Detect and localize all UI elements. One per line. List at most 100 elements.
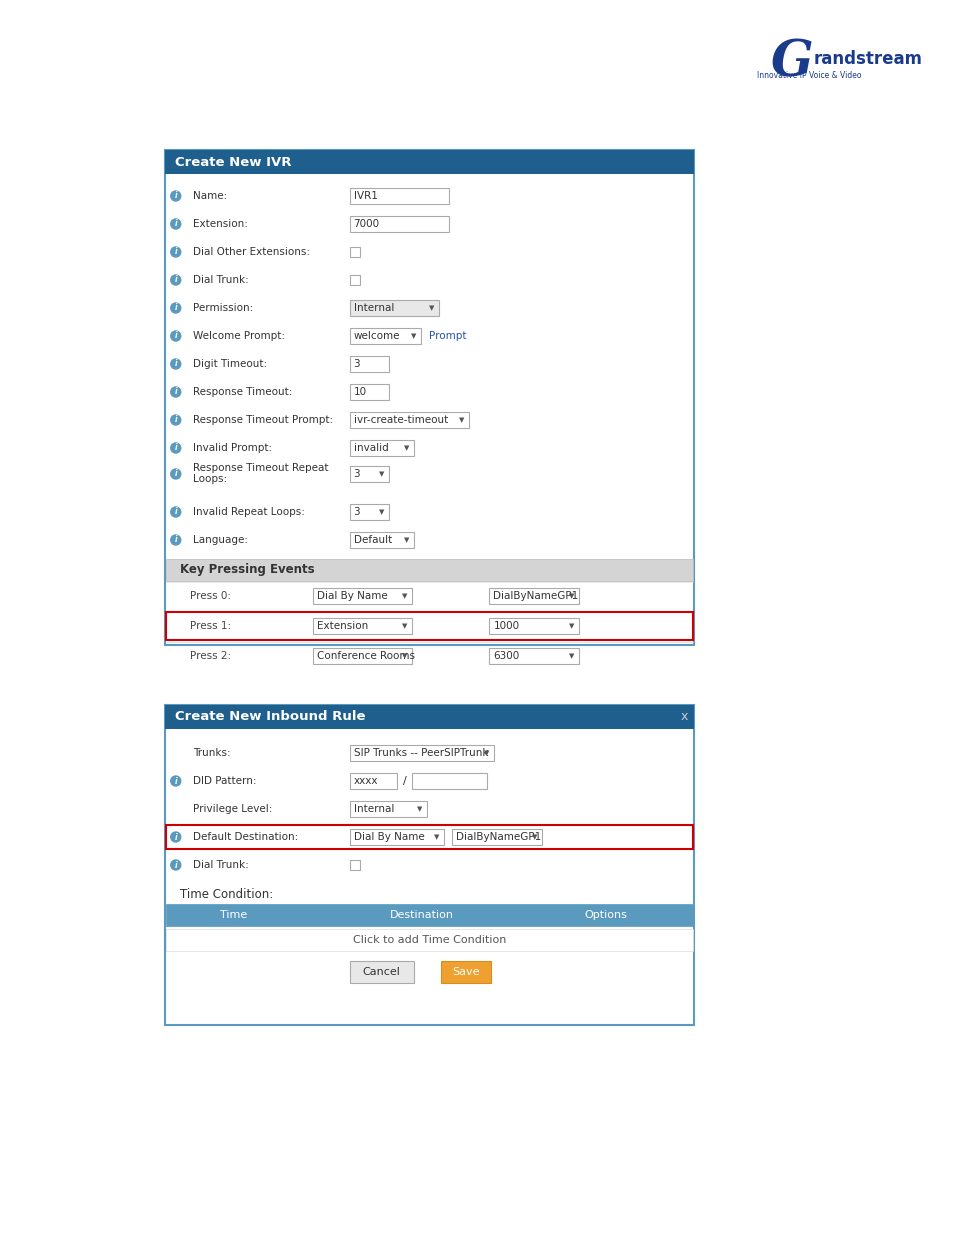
Bar xyxy=(349,961,414,983)
Bar xyxy=(349,300,439,316)
Text: randstream: randstream xyxy=(813,49,922,68)
Text: ▼: ▼ xyxy=(411,333,416,338)
Text: ▼: ▼ xyxy=(568,593,574,599)
Text: Press 0:: Press 0: xyxy=(190,592,231,601)
Text: i: i xyxy=(174,415,177,425)
Text: DialByNameGP1: DialByNameGP1 xyxy=(456,832,541,842)
Bar xyxy=(349,188,449,204)
Text: i: i xyxy=(174,304,177,312)
Text: 6300: 6300 xyxy=(493,651,519,661)
Text: Loops:: Loops: xyxy=(193,474,227,484)
Bar xyxy=(349,745,494,761)
Circle shape xyxy=(171,219,180,228)
Text: Prompt: Prompt xyxy=(429,331,466,341)
Bar xyxy=(165,149,694,174)
Circle shape xyxy=(171,776,180,785)
Circle shape xyxy=(171,303,180,312)
Text: i: i xyxy=(174,861,177,869)
Text: ▼: ▼ xyxy=(378,471,384,477)
Bar xyxy=(452,829,541,845)
Text: i: i xyxy=(174,247,177,257)
Text: i: i xyxy=(174,388,177,396)
Text: i: i xyxy=(174,536,177,545)
Circle shape xyxy=(171,415,180,425)
Bar xyxy=(489,648,578,664)
Bar xyxy=(165,705,694,729)
Text: ▼: ▼ xyxy=(401,622,407,629)
Text: Internal: Internal xyxy=(354,804,394,814)
Text: i: i xyxy=(174,359,177,368)
Text: G: G xyxy=(770,38,813,88)
Text: Create New Inbound Rule: Create New Inbound Rule xyxy=(174,710,365,724)
Text: ▼: ▼ xyxy=(568,622,574,629)
Text: DID Pattern:: DID Pattern: xyxy=(193,776,256,785)
Bar xyxy=(165,705,694,1025)
Text: Click to add Time Condition: Click to add Time Condition xyxy=(353,935,506,945)
Text: 7000: 7000 xyxy=(354,219,379,228)
Bar xyxy=(349,412,469,429)
Text: ▼: ▼ xyxy=(416,806,421,811)
Text: x: x xyxy=(679,710,687,724)
Text: Internal: Internal xyxy=(354,303,394,312)
Text: Press 2:: Press 2: xyxy=(190,651,231,661)
Text: Dial Trunk:: Dial Trunk: xyxy=(193,275,248,285)
Bar xyxy=(349,275,359,285)
Text: i: i xyxy=(174,191,177,200)
Text: ▼: ▼ xyxy=(568,653,574,659)
Circle shape xyxy=(171,275,180,285)
Text: Response Timeout Prompt:: Response Timeout Prompt: xyxy=(193,415,333,425)
Text: DialByNameGP1: DialByNameGP1 xyxy=(493,592,578,601)
Bar xyxy=(349,802,427,818)
Text: Permission:: Permission: xyxy=(193,303,253,312)
Text: Extension: Extension xyxy=(316,621,368,631)
Text: i: i xyxy=(174,331,177,341)
Text: i: i xyxy=(174,443,177,452)
Text: ▼: ▼ xyxy=(403,537,409,543)
Bar xyxy=(166,559,692,580)
Circle shape xyxy=(171,508,180,517)
Bar xyxy=(489,588,578,604)
Text: 3: 3 xyxy=(354,469,360,479)
Bar xyxy=(349,466,389,482)
Text: Response Timeout:: Response Timeout: xyxy=(193,387,292,396)
Bar xyxy=(349,829,444,845)
Text: Press 1:: Press 1: xyxy=(190,621,231,631)
Circle shape xyxy=(171,832,180,842)
Text: Time: Time xyxy=(219,910,247,920)
Text: Key Pressing Events: Key Pressing Events xyxy=(179,563,314,577)
Text: 10: 10 xyxy=(354,387,366,396)
Text: ▼: ▼ xyxy=(531,834,537,840)
Text: Innovative IP Voice & Video: Innovative IP Voice & Video xyxy=(756,72,861,80)
Bar xyxy=(166,904,692,926)
Bar xyxy=(349,860,359,869)
Text: Default Destination:: Default Destination: xyxy=(193,832,297,842)
Text: i: i xyxy=(174,220,177,228)
Text: ▼: ▼ xyxy=(428,305,434,311)
Text: Options: Options xyxy=(583,910,626,920)
Bar xyxy=(166,825,692,848)
Circle shape xyxy=(171,331,180,341)
Circle shape xyxy=(171,535,180,545)
Text: Time Condition:: Time Condition: xyxy=(179,888,273,902)
Text: 3: 3 xyxy=(354,508,360,517)
Text: ▼: ▼ xyxy=(401,593,407,599)
Text: ▼: ▼ xyxy=(378,509,384,515)
Text: /: / xyxy=(403,776,407,785)
Text: Default: Default xyxy=(354,535,392,545)
Text: i: i xyxy=(174,275,177,284)
Text: Dial By Name: Dial By Name xyxy=(316,592,387,601)
Text: 3: 3 xyxy=(354,359,360,369)
Text: ▼: ▼ xyxy=(458,417,463,424)
Circle shape xyxy=(171,469,180,479)
Text: i: i xyxy=(174,832,177,841)
Text: Conference Rooms: Conference Rooms xyxy=(316,651,415,661)
Bar xyxy=(349,329,421,345)
Text: invalid: invalid xyxy=(354,443,388,453)
Text: ▼: ▼ xyxy=(434,834,438,840)
Bar xyxy=(349,504,389,520)
Text: 1000: 1000 xyxy=(493,621,519,631)
Text: Name:: Name: xyxy=(193,191,227,201)
Bar xyxy=(349,356,389,372)
Text: i: i xyxy=(174,777,177,785)
Text: Cancel: Cancel xyxy=(362,967,400,977)
